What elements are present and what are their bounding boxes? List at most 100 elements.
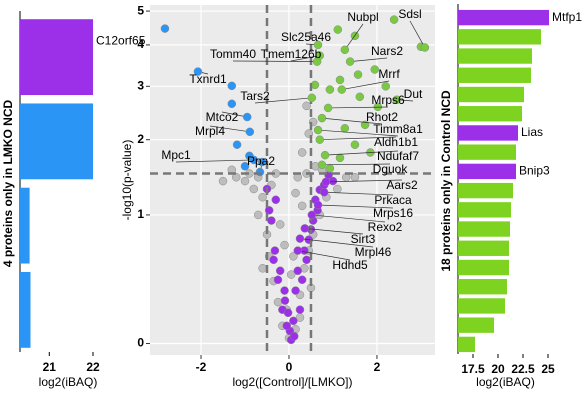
bar	[458, 163, 516, 180]
point	[193, 67, 203, 76]
point	[240, 176, 250, 186]
bar	[20, 19, 94, 96]
point	[313, 40, 323, 50]
point	[321, 177, 331, 187]
point	[227, 99, 237, 109]
point	[275, 220, 285, 229]
bar	[20, 187, 30, 264]
y-tick-label: 2	[137, 132, 144, 146]
leader-line	[311, 214, 386, 223]
point	[297, 148, 307, 157]
point	[392, 95, 401, 105]
point-label: Nars2	[371, 44, 403, 58]
bar	[458, 298, 505, 314]
point	[295, 305, 305, 314]
point-label: Nubpl	[347, 10, 378, 24]
x-axis-label: log2(iBAQ)	[476, 375, 535, 389]
bar	[458, 106, 522, 122]
point	[307, 210, 317, 220]
point	[289, 316, 298, 326]
x-tick-label: 17.5	[461, 362, 485, 376]
leader-line	[321, 163, 391, 166]
bar	[458, 48, 532, 64]
point	[345, 57, 355, 66]
point	[317, 160, 327, 170]
bar-label: Lias	[521, 125, 543, 139]
point	[293, 246, 303, 255]
point	[231, 173, 241, 182]
plot-background	[150, 5, 435, 355]
point	[307, 93, 317, 103]
x-tick-label: 2	[374, 360, 381, 374]
point	[257, 157, 267, 167]
point	[258, 192, 267, 202]
label-background	[517, 163, 555, 180]
leader-line	[317, 129, 399, 137]
point	[315, 51, 325, 60]
point	[267, 216, 276, 225]
leader-line	[344, 23, 364, 51]
point	[291, 188, 300, 198]
bar	[458, 182, 513, 199]
y-axis-label: 4 proteins only in LMKO NCD	[1, 100, 15, 268]
point	[240, 161, 250, 171]
point	[333, 184, 342, 194]
bar	[458, 9, 549, 26]
point	[389, 15, 399, 24]
y-tick-label: 5	[137, 3, 144, 17]
leader-line	[175, 159, 254, 163]
y-axis-label: -log10(p-value)	[120, 140, 134, 221]
y-tick-label: 3	[137, 78, 144, 92]
bar	[458, 144, 516, 160]
point	[271, 195, 281, 205]
bar	[458, 29, 541, 45]
point	[333, 25, 343, 34]
point	[286, 270, 296, 279]
x-tick-label: 21	[43, 360, 57, 374]
point-label: Mpc1	[161, 148, 191, 162]
point	[355, 92, 365, 102]
point	[258, 264, 267, 273]
point	[320, 150, 330, 160]
point	[273, 275, 283, 285]
y-axis-label: 18 proteins only in Control NCD	[439, 90, 453, 272]
point	[273, 297, 283, 307]
point	[249, 155, 259, 165]
point	[350, 140, 360, 149]
point	[242, 112, 252, 122]
point-label: Mrps16	[373, 206, 413, 220]
leader-line	[324, 191, 394, 196]
point	[269, 255, 278, 265]
leader-line	[325, 150, 399, 156]
point-label: Txnrd1	[189, 72, 227, 86]
x-tick-label: 0	[286, 360, 293, 374]
bar	[458, 202, 511, 218]
point-label: Sirt3	[351, 232, 376, 246]
point-label: Mrps6	[371, 93, 405, 107]
leader-line	[321, 117, 383, 125]
point	[160, 24, 170, 33]
x-tick-label: 20	[491, 362, 505, 376]
point	[370, 65, 379, 74]
bar-label: Bnip3	[519, 164, 550, 178]
leader-line	[319, 136, 397, 141]
leader-line	[409, 20, 426, 48]
label-background	[550, 9, 587, 26]
x-tick-label: -2	[196, 360, 207, 374]
point	[283, 308, 293, 318]
bar	[458, 336, 475, 353]
point	[282, 321, 292, 331]
point-label: Aars2	[386, 178, 418, 192]
leader-line	[254, 97, 312, 104]
point	[297, 201, 307, 211]
leader-line	[328, 106, 389, 109]
point-label: Mtco2	[206, 110, 239, 124]
bar	[458, 125, 518, 141]
bar	[458, 317, 494, 333]
point-label: Mrpl4	[195, 124, 225, 138]
bar	[458, 259, 509, 276]
point-label: Dut	[404, 87, 423, 101]
point	[325, 85, 335, 94]
point	[249, 184, 259, 194]
